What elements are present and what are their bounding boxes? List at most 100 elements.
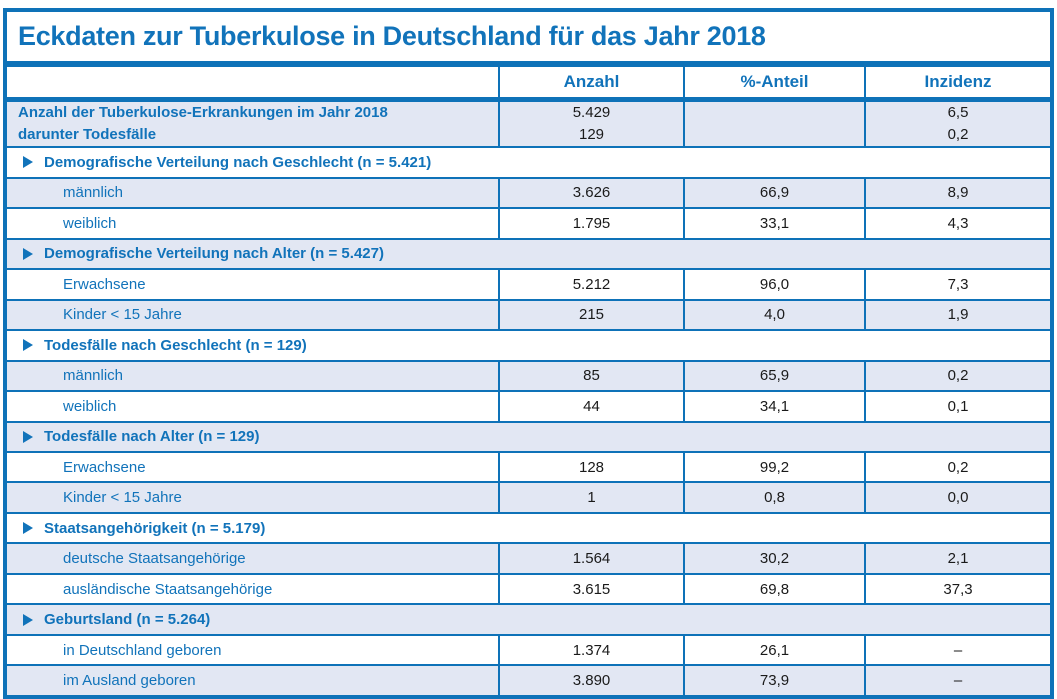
inzidenz-line1: 6,5 — [947, 104, 969, 122]
cell-anteil: 69,8 — [683, 574, 864, 604]
header-cell-inzidenz: Inzidenz — [864, 67, 1050, 97]
cell-anzahl: 3.626 — [498, 178, 683, 208]
table-row: Erwachsene 5.212 96,0 7,3 — [7, 270, 1050, 301]
table-row: ausländische Staatsangehörige 3.615 69,8… — [7, 574, 1050, 606]
cell-anteil — [683, 102, 864, 147]
cell-anteil: 34,1 — [683, 392, 864, 421]
cell-anteil: 0,8 — [683, 483, 864, 512]
cell-anteil: 33,1 — [683, 209, 864, 238]
table-row: Erwachsene 128 99,2 0,2 — [7, 453, 1050, 484]
cell-inzidenz: 2,1 — [864, 544, 1050, 573]
section-header-row: Todesfälle nach Alter (n = 129) — [7, 422, 1050, 453]
cell-anzahl: 215 — [498, 300, 683, 330]
row-label: ausländische Staatsangehörige — [63, 580, 273, 598]
header-cell-anzahl: Anzahl — [498, 67, 683, 97]
cell-anzahl: 85 — [498, 361, 683, 391]
cell-inzidenz: 1,9 — [864, 300, 1050, 330]
table-body: Anzahl der Tuberkulose-Erkrankungen im J… — [7, 102, 1050, 695]
anzahl-line1: 5.429 — [572, 104, 611, 122]
cell-anteil: 30,2 — [683, 544, 864, 573]
cell-anteil: 26,1 — [683, 635, 864, 665]
row-label: Kinder < 15 Jahre — [63, 489, 182, 507]
cell-inzidenz: 6,5 0,2 — [864, 102, 1050, 147]
cell-anzahl: 128 — [498, 453, 683, 482]
cell-inzidenz: – — [864, 635, 1050, 665]
triangle-right-icon — [23, 522, 33, 535]
cell-inzidenz: 0,2 — [864, 361, 1050, 391]
row-label: männlich — [63, 184, 124, 202]
cell-inzidenz: 7,3 — [864, 270, 1050, 299]
section-header-row: Staatsangehörigkeit (n = 5.179) — [7, 513, 1050, 545]
cell-anteil: 99,2 — [683, 453, 864, 482]
row-label: Erwachsene — [63, 458, 146, 476]
cell-anzahl: 1.374 — [498, 635, 683, 665]
row-label: weiblich — [63, 214, 117, 232]
header-cell-empty — [7, 67, 498, 97]
page-title: Eckdaten zur Tuberkulose in Deutschland … — [18, 21, 766, 51]
cell-inzidenz: 4,3 — [864, 209, 1050, 238]
row-label-line2: darunter Todesfälle — [18, 126, 157, 144]
section-header-row: Demografische Verteilung nach Alter (n =… — [7, 239, 1050, 271]
title-divider-bar — [7, 61, 1050, 67]
cell-anzahl: 3.615 — [498, 574, 683, 604]
table-row: im Ausland geboren 3.890 73,9 – — [7, 666, 1050, 695]
triangle-right-icon — [23, 247, 33, 260]
cell-anzahl: 1 — [498, 483, 683, 512]
cell-anteil: 66,9 — [683, 178, 864, 208]
table-row: weiblich 1.795 33,1 4,3 — [7, 209, 1050, 240]
cell-inzidenz: 0,2 — [864, 453, 1050, 482]
row-label: deutsche Staatsangehörige — [63, 550, 246, 568]
section-header-row: Todesfälle nach Geschlecht (n = 129) — [7, 331, 1050, 362]
section-label: Todesfälle nach Alter (n = 129) — [44, 428, 260, 446]
cell-anteil: 73,9 — [683, 666, 864, 695]
table-header: Anzahl %-Anteil Inzidenz — [7, 67, 1050, 97]
cell-anteil: 65,9 — [683, 361, 864, 391]
header-divider-bar — [7, 97, 1050, 102]
header-cell-anteil: %-Anteil — [683, 67, 864, 97]
section-label: Demografische Verteilung nach Alter (n =… — [44, 245, 384, 263]
anzahl-line2: 129 — [578, 126, 605, 144]
cell-anzahl: 5.212 — [498, 270, 683, 299]
section-header-row: Geburtsland (n = 5.264) — [7, 605, 1050, 636]
table-row: Kinder < 15 Jahre 1 0,8 0,0 — [7, 483, 1050, 514]
table-row: deutsche Staatsangehörige 1.564 30,2 2,1 — [7, 544, 1050, 575]
cell-anteil: 96,0 — [683, 270, 864, 299]
row-label: weiblich — [63, 397, 117, 415]
table-row: weiblich 44 34,1 0,1 — [7, 392, 1050, 423]
cell-anzahl: 44 — [498, 392, 683, 421]
table-row: Kinder < 15 Jahre 215 4,0 1,9 — [7, 300, 1050, 332]
section-label: Staatsangehörigkeit (n = 5.179) — [44, 519, 266, 537]
triangle-right-icon — [23, 339, 33, 352]
row-label-line1: Anzahl der Tuberkulose-Erkrankungen im J… — [18, 104, 388, 122]
cell-anzahl: 1.564 — [498, 544, 683, 573]
cell-inzidenz: 37,3 — [864, 574, 1050, 604]
section-label: Demografische Verteilung nach Geschlecht… — [44, 153, 432, 171]
row-label: Erwachsene — [63, 275, 146, 293]
table-row: in Deutschland geboren 1.374 26,1 – — [7, 635, 1050, 667]
cell-inzidenz: – — [864, 666, 1050, 695]
row-label: männlich — [63, 367, 124, 385]
row-label: in Deutschland geboren — [63, 641, 222, 659]
title-row: Eckdaten zur Tuberkulose in Deutschland … — [7, 12, 1050, 61]
row-label: im Ausland geboren — [63, 672, 196, 690]
triangle-right-icon — [23, 613, 33, 626]
inzidenz-line2: 0,2 — [947, 126, 969, 144]
triangle-right-icon — [23, 156, 33, 169]
cell-inzidenz: 0,0 — [864, 483, 1050, 512]
cell-inzidenz: 0,1 — [864, 392, 1050, 421]
summary-row: Anzahl der Tuberkulose-Erkrankungen im J… — [7, 102, 1050, 149]
row-label: Kinder < 15 Jahre — [63, 306, 182, 324]
table-row: männlich 3.626 66,9 8,9 — [7, 178, 1050, 210]
table-row: männlich 85 65,9 0,2 — [7, 361, 1050, 393]
cell-anteil: 4,0 — [683, 300, 864, 330]
cell-anzahl: 3.890 — [498, 666, 683, 695]
cell-inzidenz: 8,9 — [864, 178, 1050, 208]
section-header-row: Demografische Verteilung nach Geschlecht… — [7, 148, 1050, 179]
cell-anzahl: 1.795 — [498, 209, 683, 238]
tuberculosis-data-table: Eckdaten zur Tuberkulose in Deutschland … — [3, 8, 1054, 699]
section-label: Geburtsland (n = 5.264) — [44, 611, 211, 629]
triangle-right-icon — [23, 430, 33, 443]
row-label: Anzahl der Tuberkulose-Erkrankungen im J… — [7, 102, 498, 146]
section-label: Todesfälle nach Geschlecht (n = 129) — [44, 336, 307, 354]
